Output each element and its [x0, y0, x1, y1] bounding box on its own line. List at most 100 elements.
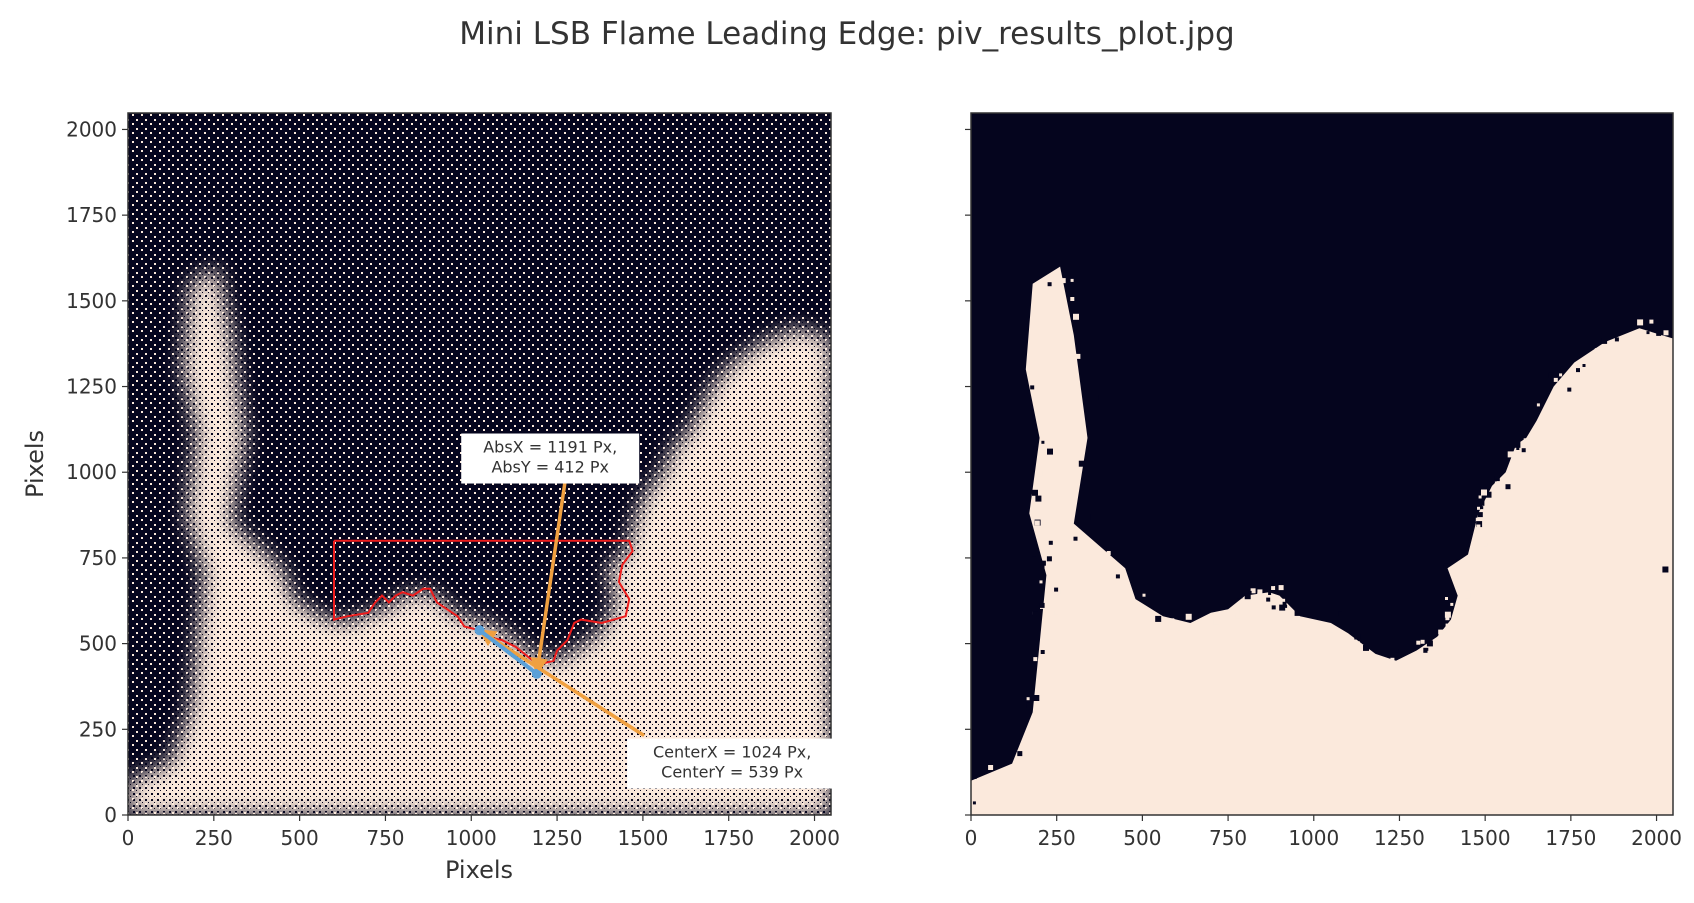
- mask-speckle: [1142, 593, 1146, 597]
- y-tick-label: 250: [79, 717, 117, 741]
- mask-speckle: [1054, 610, 1059, 615]
- x-tick-label: 250: [195, 826, 233, 850]
- mask-speckle: [1040, 650, 1045, 654]
- mask-speckle: [1282, 601, 1287, 606]
- y-tick-label: 1500: [66, 289, 117, 313]
- mask-speckle: [1165, 608, 1172, 615]
- mask-speckle: [1427, 650, 1433, 656]
- mask-speckle: [1092, 394, 1099, 401]
- mask-speckle: [1041, 440, 1045, 444]
- mask-speckle: [1033, 718, 1040, 724]
- y-ticks-right: [965, 128, 971, 816]
- mask-speckle: [1271, 583, 1274, 587]
- mask-speckle: [1390, 657, 1395, 662]
- x-tick-label: 1250: [532, 826, 583, 850]
- mask-speckle: [1480, 506, 1484, 510]
- mask-speckle: [1026, 697, 1030, 701]
- mask-speckle: [1239, 609, 1245, 615]
- y-tick-label: 1000: [66, 460, 117, 484]
- x-tick-label: 0: [965, 826, 978, 850]
- mask-speckle: [1450, 602, 1454, 606]
- mask-speckle: [1032, 648, 1039, 655]
- mask-speckle: [1420, 639, 1425, 644]
- mask-speckle: [1177, 627, 1181, 631]
- mask-speckle: [1257, 589, 1263, 595]
- mask-speckle: [1257, 592, 1262, 597]
- mask-speckle: [1266, 597, 1271, 602]
- annotation-arrow: [530, 480, 567, 676]
- x-tick-label: 1500: [617, 826, 668, 850]
- annotation-arrow: [478, 628, 646, 738]
- annotation-text-line: AbsY = 412 Px: [491, 458, 609, 477]
- mask-speckle: [1035, 495, 1042, 502]
- mask-speckle: [1047, 633, 1053, 640]
- mask-speckle: [1355, 641, 1360, 646]
- flame-mask-region: [971, 266, 1673, 815]
- mask-speckle: [1559, 373, 1563, 377]
- axes-frame-right: [970, 112, 1674, 816]
- mask-speckle: [1601, 337, 1608, 344]
- mask-speckle: [1548, 372, 1554, 378]
- mask-speckle: [1444, 611, 1451, 618]
- x-tick-label: 500: [1123, 826, 1161, 850]
- center-to-abs-segment: [478, 628, 539, 676]
- mask-speckle: [1248, 590, 1252, 594]
- mask-speckle: [1271, 605, 1276, 610]
- y-axis-title-left: Pixels: [21, 430, 49, 498]
- mask-speckle: [1060, 278, 1066, 284]
- mask-speckle: [1041, 519, 1047, 525]
- mask-speckle: [1284, 604, 1288, 608]
- mask-speckle: [1445, 616, 1450, 621]
- mask-speckle: [1036, 470, 1043, 477]
- mask-speckle: [1363, 644, 1369, 651]
- mask-speckle: [1560, 366, 1564, 370]
- mask-speckle: [1445, 623, 1450, 628]
- mask-speckle: [1279, 604, 1286, 611]
- mask-speckle: [971, 792, 976, 799]
- mask-speckle: [1115, 574, 1120, 579]
- mask-speckle: [1646, 331, 1650, 335]
- mask-speckle: [1479, 500, 1485, 506]
- mask-speckle: [973, 775, 977, 779]
- x-tick-label: 1750: [1545, 826, 1596, 850]
- mask-speckle: [1054, 270, 1059, 275]
- mask-speckle: [1662, 566, 1669, 573]
- x-ticks-left: 0 250 500 750 1000 1250 1500 1750 2000: [122, 815, 840, 850]
- mask-speckles: [971, 270, 1669, 805]
- mask-speckle: [1237, 593, 1243, 599]
- mask-speckle: [1070, 278, 1074, 282]
- mask-speckle: [1516, 447, 1520, 450]
- mask-speckle: [1017, 751, 1023, 757]
- x-tick-label: 250: [1038, 826, 1076, 850]
- mask-speckle: [971, 787, 976, 793]
- mask-speckle: [1244, 593, 1251, 600]
- x-tick-label: 2000: [789, 826, 840, 850]
- mask-speckle: [1032, 552, 1036, 557]
- mask-speckle: [1250, 588, 1256, 594]
- annotation-box: [627, 738, 838, 789]
- mask-speckle: [1338, 611, 1343, 616]
- mask-speckle: [1419, 655, 1425, 661]
- annotation-text-line: CenterY = 539 Px: [661, 763, 803, 782]
- mask-speckle: [1066, 326, 1071, 332]
- mask-speckle: [1329, 632, 1333, 637]
- mask-speckle: [1047, 448, 1053, 455]
- x-tick-label: 1000: [446, 826, 497, 850]
- mask-speckle: [1275, 596, 1279, 600]
- mask-speckle: [972, 801, 976, 805]
- mask-speckle: [1465, 599, 1470, 604]
- mask-speckle: [1478, 495, 1482, 499]
- mask-speckle: [1147, 602, 1150, 606]
- mask-speckle: [1271, 586, 1276, 590]
- mask-speckle: [1426, 640, 1433, 647]
- mask-speckle: [1163, 606, 1169, 611]
- x-axis-title-left: Pixels: [445, 856, 513, 884]
- mask-speckle: [1637, 319, 1644, 326]
- mask-speckle: [1032, 611, 1038, 617]
- mask-speckle: [1582, 364, 1586, 367]
- mask-speckle: [1649, 319, 1654, 324]
- mask-speckle: [1235, 613, 1241, 619]
- axes-frame-left: [127, 112, 832, 816]
